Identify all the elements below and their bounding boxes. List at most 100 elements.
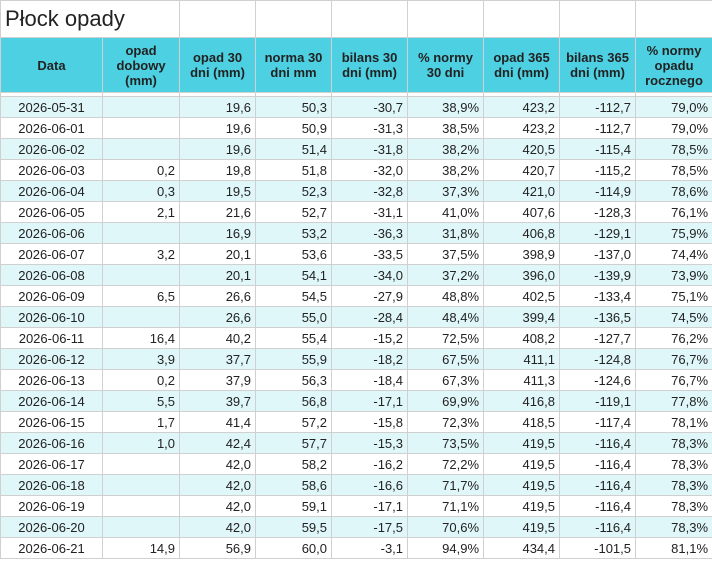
value-cell: 78,3% — [635, 453, 712, 475]
value-cell: 67,3% — [407, 369, 485, 391]
value-cell: -116,4 — [559, 516, 637, 538]
value-cell: -124,8 — [559, 348, 637, 370]
value-cell: 37,9 — [179, 369, 257, 391]
data-row: 2026-06-03 0,2 19,8 51,8 -32,0 38,2% 420,7 -115… — [0, 159, 712, 181]
value-cell — [101, 306, 181, 328]
value-cell: 76,2% — [635, 327, 712, 349]
column-header: Data — [0, 37, 103, 93]
value-cell: 419,5 — [483, 453, 561, 475]
value-cell: 74,4% — [635, 243, 712, 265]
value-cell: 14,9 — [101, 537, 181, 559]
data-row: 2026-06-04 0,3 19,5 52,3 -32,8 37,3% 421,0 -114… — [0, 180, 712, 202]
value-cell: 420,5 — [483, 138, 561, 160]
date-cell: 2026-06-16 — [0, 432, 103, 454]
date-cell: 2026-06-01 — [0, 117, 103, 139]
date-cell: 2026-06-03 — [0, 159, 103, 181]
value-cell: 38,5% — [407, 117, 485, 139]
value-cell: 1,0 — [101, 432, 181, 454]
value-cell: 54,1 — [255, 264, 333, 286]
title-row: Płock opady — [0, 0, 712, 38]
data-row: 2026-06-16 1,0 42,4 57,7 -15,3 73,5% 419,5 -116… — [0, 432, 712, 454]
value-cell: 16,4 — [101, 327, 181, 349]
data-row: 2026-06-07 3,2 20,1 53,6 -33,5 37,5% 398,9 -137… — [0, 243, 712, 265]
data-row: 2026-06-06 16,9 53,2 -36,3 31,8% 406,8 -129,1 7… — [0, 222, 712, 244]
value-cell: 423,2 — [483, 117, 561, 139]
value-cell: 78,3% — [635, 495, 712, 517]
cell — [255, 0, 333, 38]
value-cell: 71,7% — [407, 474, 485, 496]
value-cell: 31,8% — [407, 222, 485, 244]
value-cell: 55,9 — [255, 348, 333, 370]
value-cell: -3,1 — [331, 537, 409, 559]
value-cell: -101,5 — [559, 537, 637, 559]
value-cell: 78,1% — [635, 411, 712, 433]
data-row: 2026-06-01 19,6 50,9 -31,3 38,5% 423,2 -112,7 7… — [0, 117, 712, 139]
date-cell: 2026-06-04 — [0, 180, 103, 202]
value-cell: -16,6 — [331, 474, 409, 496]
value-cell: -17,1 — [331, 390, 409, 412]
value-cell — [101, 516, 181, 538]
value-cell: 41,0% — [407, 201, 485, 223]
value-cell: 42,0 — [179, 516, 257, 538]
date-cell: 2026-06-21 — [0, 537, 103, 559]
date-cell: 2026-06-14 — [0, 390, 103, 412]
date-cell: 2026-06-13 — [0, 369, 103, 391]
value-cell: -129,1 — [559, 222, 637, 244]
value-cell: -33,5 — [331, 243, 409, 265]
value-cell: -139,9 — [559, 264, 637, 286]
date-cell: 2026-06-06 — [0, 222, 103, 244]
header-row: Data opad dobowy (mm) opad 30 dni (mm) norm… — [0, 37, 712, 93]
value-cell: -116,4 — [559, 474, 637, 496]
value-cell: -31,8 — [331, 138, 409, 160]
value-cell: 420,7 — [483, 159, 561, 181]
column-header: opad dobowy (mm) — [101, 37, 181, 93]
value-cell: -136,5 — [559, 306, 637, 328]
value-cell: 418,5 — [483, 411, 561, 433]
column-header: % normy opadu rocznego — [635, 37, 712, 93]
data-row: 2026-06-17 42,0 58,2 -16,2 72,2% 419,5 -116,4 7… — [0, 453, 712, 475]
value-cell: 416,8 — [483, 390, 561, 412]
value-cell: 78,3% — [635, 474, 712, 496]
date-cell: 2026-06-07 — [0, 243, 103, 265]
data-row: 2026-06-14 5,5 39,7 56,8 -17,1 69,9% 416,8 -119… — [0, 390, 712, 412]
value-cell: 26,6 — [179, 306, 257, 328]
sheet-title: Płock opady — [0, 0, 181, 38]
value-cell: 421,0 — [483, 180, 561, 202]
value-cell: 75,9% — [635, 222, 712, 244]
cell — [331, 0, 409, 38]
value-cell: 78,3% — [635, 432, 712, 454]
value-cell: -114,9 — [559, 180, 637, 202]
column-header: norma 30 dni mm — [255, 37, 333, 93]
value-cell: 419,5 — [483, 474, 561, 496]
date-cell: 2026-06-11 — [0, 327, 103, 349]
value-cell: 73,5% — [407, 432, 485, 454]
value-cell: 56,3 — [255, 369, 333, 391]
value-cell — [101, 453, 181, 475]
value-cell: 57,2 — [255, 411, 333, 433]
date-cell: 2026-06-12 — [0, 348, 103, 370]
value-cell: 37,3% — [407, 180, 485, 202]
value-cell: -31,1 — [331, 201, 409, 223]
date-cell: 2026-06-17 — [0, 453, 103, 475]
cell — [635, 0, 712, 38]
value-cell: 406,8 — [483, 222, 561, 244]
value-cell: 1,7 — [101, 411, 181, 433]
value-cell: -128,3 — [559, 201, 637, 223]
value-cell: 69,9% — [407, 390, 485, 412]
value-cell: 94,9% — [407, 537, 485, 559]
value-cell: 55,0 — [255, 306, 333, 328]
value-cell: 20,1 — [179, 264, 257, 286]
value-cell: 42,0 — [179, 474, 257, 496]
value-cell: 72,5% — [407, 327, 485, 349]
value-cell: 76,7% — [635, 348, 712, 370]
value-cell — [101, 117, 181, 139]
value-cell: 56,9 — [179, 537, 257, 559]
column-header: bilans 30 dni (mm) — [331, 37, 409, 93]
value-cell: 54,5 — [255, 285, 333, 307]
cell — [179, 0, 257, 38]
date-cell: 2026-06-19 — [0, 495, 103, 517]
date-cell: 2026-06-02 — [0, 138, 103, 160]
value-cell — [101, 222, 181, 244]
data-row: 2026-06-02 19,6 51,4 -31,8 38,2% 420,5 -115,4 7… — [0, 138, 712, 160]
